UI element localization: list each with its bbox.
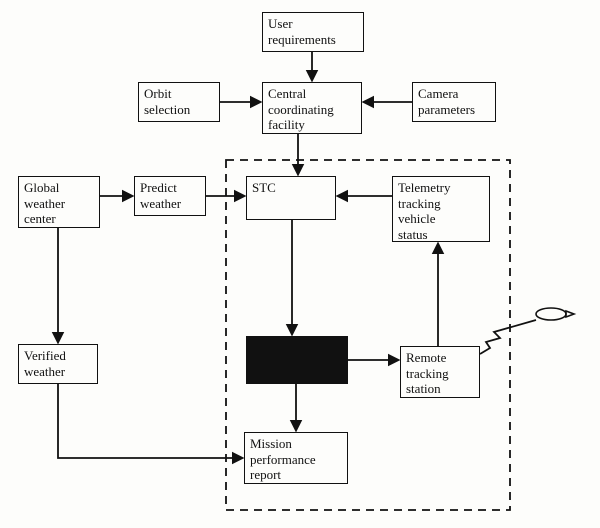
label: Missionperformancereport [250, 436, 316, 482]
node-mission-report: Missionperformancereport [244, 432, 348, 484]
node-verified-weather: Verifiedweather [18, 344, 98, 384]
label: Orbitselection [144, 86, 190, 117]
label: Cameraparameters [418, 86, 475, 117]
node-black-box [246, 336, 348, 384]
node-telemetry: Telemetrytrackingvehiclestatus [392, 176, 490, 242]
node-orbit-selection: Orbitselection [138, 82, 220, 122]
label: Centralcoordinatingfacility [268, 86, 334, 132]
node-central-facility: Centralcoordinatingfacility [262, 82, 362, 134]
node-user-requirements: Userrequirements [262, 12, 364, 52]
label: Remotetrackingstation [406, 350, 449, 396]
node-predict-weather: Predictweather [134, 176, 206, 216]
node-stc: STC [246, 176, 336, 220]
node-remote-tracking: Remotetrackingstation [400, 346, 480, 398]
label: Userrequirements [268, 16, 336, 47]
label: Globalweathercenter [24, 180, 65, 226]
label: STC [252, 180, 276, 195]
node-global-weather: Globalweathercenter [18, 176, 100, 228]
label: Verifiedweather [24, 348, 66, 379]
label: Telemetrytrackingvehiclestatus [398, 180, 451, 242]
label: Predictweather [140, 180, 181, 211]
node-camera-parameters: Cameraparameters [412, 82, 496, 122]
